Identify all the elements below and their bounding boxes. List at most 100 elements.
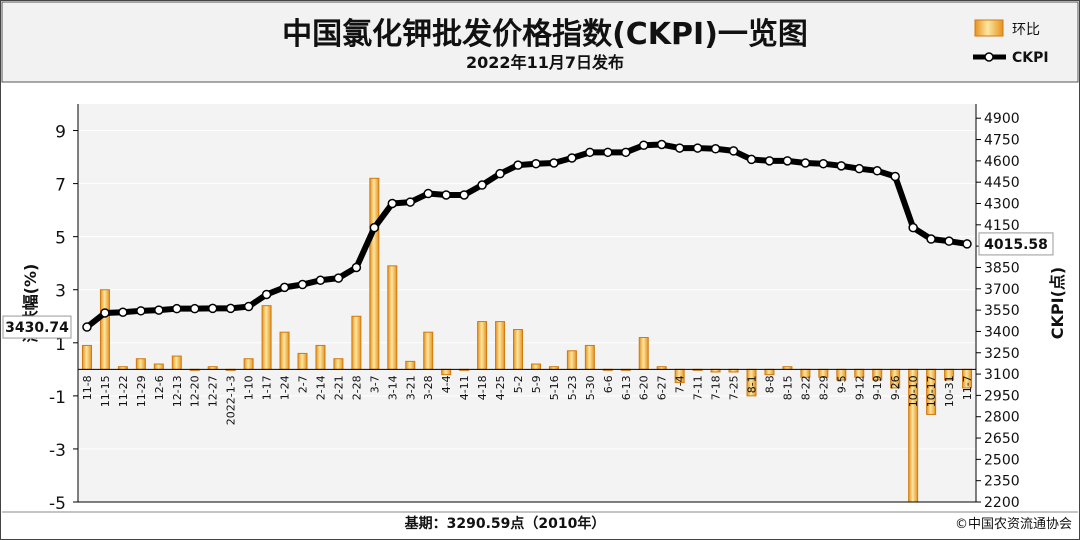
change-bar <box>153 363 164 370</box>
x-tick-label: 3-28 <box>422 375 435 400</box>
x-tick-label: 8-8 <box>763 375 776 393</box>
ckpi-point <box>800 158 811 168</box>
change-bar <box>333 358 344 370</box>
plot-area <box>78 104 976 502</box>
right-tick-label: 2500 <box>984 452 1020 468</box>
x-tick-label: 2-7 <box>297 375 310 393</box>
ckpi-point <box>225 303 236 314</box>
x-tick-label: 4-11 <box>458 375 471 400</box>
start-value-label: 3430.74 <box>5 320 69 336</box>
right-tick-label: 2350 <box>984 474 1020 490</box>
x-tick-label: 7-25 <box>728 375 741 400</box>
ckpi-point <box>603 147 613 158</box>
right-tick-label: 3850 <box>984 260 1020 276</box>
ckpi-point <box>782 156 793 166</box>
ckpi-point <box>746 154 757 165</box>
x-tick-label: 2-21 <box>332 375 345 400</box>
right-tick-label: 3400 <box>984 324 1020 340</box>
ckpi-point <box>459 190 469 200</box>
right-tick-label: 3100 <box>984 367 1020 383</box>
x-tick-label: 8-22 <box>799 375 812 400</box>
left-tick-label: -3 <box>49 441 66 461</box>
ckpi-point <box>172 303 182 314</box>
change-bar <box>495 321 506 370</box>
ckpi-point <box>710 144 721 154</box>
legend: 环比 CKPI <box>973 19 1049 66</box>
x-tick-label: 5-16 <box>548 375 561 400</box>
ckpi-point <box>243 301 254 312</box>
x-tick-label: 1-17 <box>261 375 274 400</box>
x-tick-label: 10-17 <box>925 375 938 407</box>
ckpi-point <box>728 146 739 156</box>
x-tick-label: 7-4 <box>674 375 687 393</box>
base-note: 基期：3290.59点（2010年） <box>405 515 606 532</box>
ckpi-point <box>315 275 326 286</box>
x-tick-label: 4-25 <box>494 375 507 400</box>
change-bar <box>513 329 524 370</box>
ckpi-point <box>333 273 344 283</box>
change-bar <box>584 344 595 370</box>
x-tick-label: 8-15 <box>781 375 794 400</box>
right-axis-label: CKPI(点) <box>1048 267 1067 339</box>
x-tick-label: 3-7 <box>368 375 381 393</box>
ckpi-point <box>944 236 954 246</box>
ckpi-point <box>656 139 667 150</box>
ckpi-point <box>82 322 92 332</box>
change-bar <box>566 350 577 370</box>
ckpi-point <box>549 158 559 168</box>
start-value-callout: 3430.74 <box>2 315 72 339</box>
ckpi-point <box>674 143 685 153</box>
right-tick-label: 2650 <box>984 431 1020 447</box>
change-bar <box>638 336 649 370</box>
x-tick-label: 10-31 <box>943 375 956 407</box>
ckpi-point <box>692 143 703 153</box>
x-tick-label: 6-6 <box>602 375 615 393</box>
right-tick-label: 2950 <box>984 388 1020 404</box>
ckpi-point <box>279 282 290 293</box>
ckpi-point <box>531 158 541 169</box>
change-bar <box>171 355 182 370</box>
ckpi-point <box>513 160 523 170</box>
right-tick-label: 2800 <box>984 410 1020 426</box>
ckpi-point <box>764 156 775 166</box>
left-tick-label: 1 <box>55 335 66 355</box>
x-tick-label: 1-24 <box>279 375 292 400</box>
change-bar <box>315 344 326 370</box>
left-tick-label: -1 <box>49 388 66 408</box>
end-value-callout: 4015.58 <box>978 232 1054 256</box>
x-tick-label: 5-2 <box>512 375 525 393</box>
x-tick-label: 9-19 <box>871 375 884 400</box>
ckpi-point <box>387 198 398 209</box>
ckpi-point <box>477 180 487 190</box>
ckpi-point <box>297 279 308 290</box>
change-bar <box>135 358 146 370</box>
chart-subtitle: 2022年11月7日发布 <box>466 53 624 72</box>
x-tick-label: 11-15 <box>99 375 112 407</box>
x-tick-label: 11-22 <box>117 375 130 407</box>
x-tick-label: 12-6 <box>153 375 166 400</box>
right-tick-label: 2200 <box>984 495 1020 511</box>
legend-line-label: CKPI <box>1012 50 1049 66</box>
change-bar <box>351 315 362 370</box>
x-tick-label: 6-13 <box>620 375 633 400</box>
x-tick-label: 1-10 <box>243 375 256 400</box>
x-tick-label: 4-18 <box>476 375 489 400</box>
x-tick-label: 5-23 <box>566 375 579 400</box>
right-tick-label: 4900 <box>984 111 1020 127</box>
ckpi-point <box>836 161 847 171</box>
ckpi-point <box>621 147 631 158</box>
x-tick-label: 12-13 <box>171 375 184 407</box>
x-tick-label: 12-27 <box>207 375 220 407</box>
x-tick-label: 12-20 <box>189 375 202 407</box>
ckpi-point <box>369 222 380 233</box>
change-bar <box>477 321 488 370</box>
ckpi-point <box>854 163 865 174</box>
x-tick-label: 6-27 <box>656 375 669 400</box>
x-tick-label: 3-21 <box>404 375 417 400</box>
x-tick-label: 7-11 <box>692 375 705 400</box>
ckpi-point <box>890 171 900 182</box>
ckpi-point <box>154 305 164 315</box>
right-tick-label: 3550 <box>984 303 1020 319</box>
ckpi-point <box>818 158 829 169</box>
end-value-label: 4015.58 <box>984 237 1048 253</box>
